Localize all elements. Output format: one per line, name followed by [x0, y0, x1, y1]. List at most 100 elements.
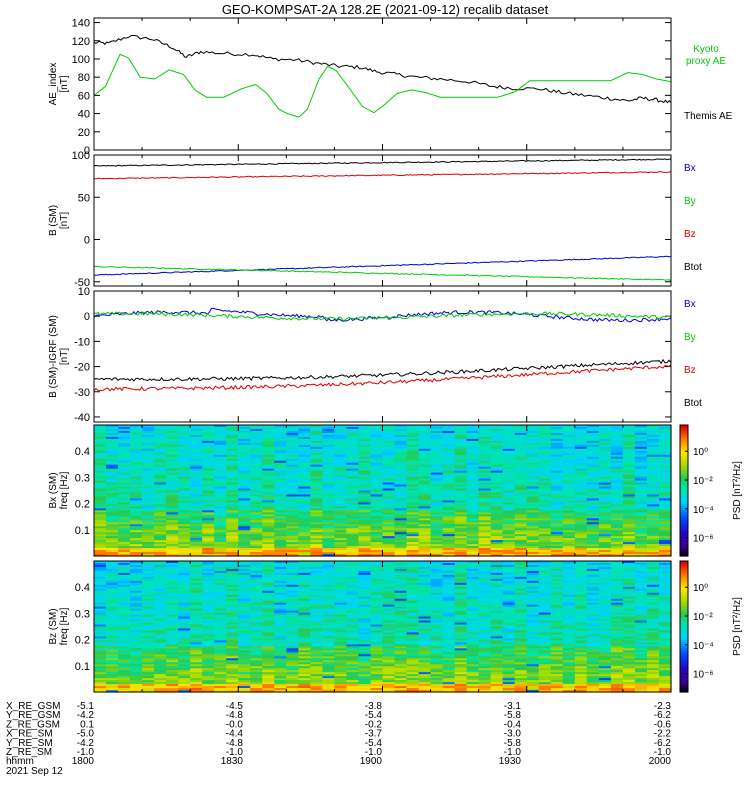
spectrogram-cell [262, 686, 275, 689]
spectrogram-cell [274, 588, 287, 592]
spectrogram-cell [310, 514, 323, 517]
spectrogram-cell [454, 440, 468, 444]
spectrogram-cell [370, 444, 384, 448]
spectrogram-cell [598, 468, 612, 472]
spectrogram-cell [274, 472, 287, 476]
spectrogram-cell [586, 512, 600, 515]
spectrogram-cell [430, 492, 444, 496]
spectrogram-cell [118, 566, 131, 570]
spectrogram-cell [130, 652, 143, 655]
spectrogram-cell [226, 610, 239, 614]
spectrogram-cell [274, 568, 287, 572]
spectrogram-cell [250, 448, 263, 452]
spectrogram-cell [478, 494, 492, 498]
spectrogram-cell [346, 564, 360, 568]
spectrogram-cell [322, 626, 336, 630]
spectrogram-cell [262, 588, 275, 592]
spectrogram-cell [358, 600, 372, 604]
spectrogram-cell [610, 548, 624, 551]
spectrogram-cell [214, 600, 227, 604]
spectrogram-cell [274, 456, 287, 460]
spectrogram-cell [214, 530, 227, 533]
spectrogram-cell [178, 506, 191, 509]
spectrogram-cell [370, 482, 384, 486]
spectrogram-cell [598, 426, 612, 430]
spectrogram-cell [202, 502, 215, 505]
spectrogram-cell [490, 448, 504, 452]
spectrogram-cell [478, 490, 492, 494]
spectrogram-cell [238, 534, 251, 537]
spectrogram-cell [346, 538, 360, 541]
legend-bx: Bx [684, 163, 696, 174]
spectrogram-cell [502, 446, 516, 450]
spectrogram-cell [466, 530, 480, 533]
spectrogram-cell [574, 500, 588, 503]
spectrogram-cell [322, 582, 336, 586]
spectrogram-cell [190, 610, 203, 614]
spectrogram-cell [226, 582, 239, 586]
spectrogram-cell [562, 514, 576, 517]
spectrogram-cell [346, 454, 360, 458]
spectrogram-cell [166, 540, 179, 543]
spectrogram-cell [142, 526, 155, 529]
spectrogram-cell [598, 542, 612, 545]
spectrogram-cell [430, 426, 444, 430]
spectrogram-cell [562, 430, 576, 434]
spectrogram-cell [130, 596, 143, 600]
spectrogram-cell [430, 506, 444, 509]
spectrogram-cell [94, 538, 107, 541]
spectrogram-cell [610, 494, 624, 498]
spectrogram-cell [310, 438, 323, 442]
spectrogram-cell [262, 634, 275, 638]
spectrogram-cell [298, 472, 311, 476]
spectrogram-cell [298, 600, 311, 604]
spectrogram-cell [574, 426, 588, 430]
spectrogram-cell [154, 506, 167, 509]
spectrogram-cell [238, 548, 251, 551]
spectrogram-cell [622, 506, 636, 509]
spectrogram-cell [214, 666, 227, 669]
spectrogram-cell [106, 460, 119, 464]
spectrogram-cell [166, 690, 179, 693]
spectrogram-cell [442, 428, 456, 432]
spectrogram-cell [610, 504, 624, 507]
spectrogram-cell [358, 492, 372, 496]
spectrogram-cell [526, 480, 540, 484]
spectrogram-cell [106, 542, 119, 545]
spectrogram-cell [538, 436, 552, 440]
spectrogram-cell [406, 434, 420, 438]
spectrogram-cell [190, 664, 203, 667]
spectrogram-cell [502, 554, 516, 557]
spectrogram-cell [394, 488, 408, 492]
spectrogram-cell [214, 690, 227, 693]
spectrogram-cell [154, 482, 167, 486]
spectrogram-cell [130, 538, 143, 541]
spectrogram-cell [166, 606, 179, 610]
spectrogram-cell [166, 580, 179, 584]
spectrogram-cell [610, 534, 624, 537]
spectrogram-cell [118, 634, 131, 638]
spectrogram-cell [574, 442, 588, 446]
spectrogram-cell [322, 466, 336, 470]
spectrogram-cell [118, 496, 131, 500]
spectrogram-cell [490, 438, 504, 442]
spectrogram-cell [238, 454, 251, 458]
spectrogram-cell [274, 478, 287, 482]
spectrogram-cell [190, 648, 203, 651]
spectrogram-cell [154, 632, 167, 636]
spectrogram-cell [238, 466, 251, 470]
spectrogram-cell [178, 690, 191, 693]
spectrogram-cell [334, 538, 348, 541]
spectrogram-cell [430, 496, 444, 500]
spectrogram-cell [178, 512, 191, 515]
spectrogram-cell [574, 538, 588, 541]
spectrogram-cell [598, 474, 612, 478]
spectrogram-cell [562, 502, 576, 505]
spectrogram-cell [598, 552, 612, 555]
spectrogram-cell [370, 500, 384, 503]
spectrogram-cell [298, 512, 311, 515]
spectrogram-cell [334, 480, 348, 484]
spectrogram-cell [250, 674, 263, 677]
spectrogram-cell [538, 534, 552, 537]
spectrogram-cell [526, 482, 540, 486]
